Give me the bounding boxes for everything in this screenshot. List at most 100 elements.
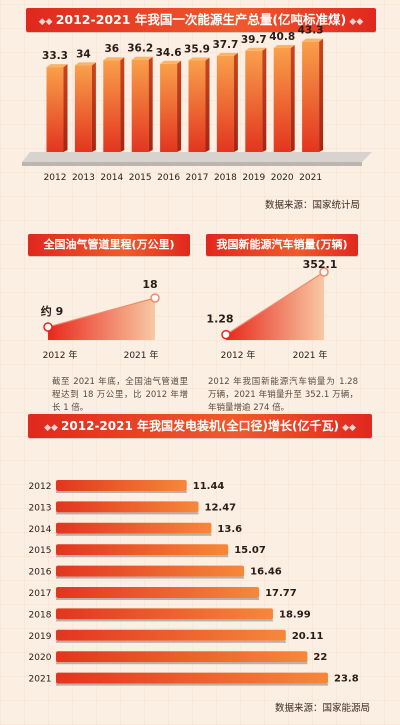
- pipeline-area-chart: 约 9 18 2012 年 2021 年: [41, 278, 160, 361]
- data-label: 352.1: [303, 258, 338, 271]
- y-tick-label: 2014: [29, 525, 52, 535]
- x-tick-label: 2015: [129, 173, 152, 183]
- bar-value-label: 33.3: [42, 50, 68, 62]
- x-tick-label: 2014: [100, 173, 123, 183]
- hbar-2015: [56, 544, 229, 556]
- energy-bar-chart: 33.3 2012 34 2013 36 2014 36.2 2015 34.6 2016 35.9…: [22, 25, 372, 183]
- hbar-shadow: [56, 662, 308, 665]
- hbar-2021: [56, 672, 328, 684]
- energy-source: 数据来源：国家统计局: [264, 200, 360, 211]
- hbar-shadow: [56, 683, 328, 686]
- bar-top-2015: [131, 56, 153, 60]
- hbar-value-label: 12.47: [205, 502, 237, 513]
- x-tick-label: 2019: [242, 173, 265, 183]
- hbar-2013: [56, 501, 199, 513]
- hbar-shadow: [56, 555, 229, 558]
- x-tick-label: 2016: [157, 173, 180, 183]
- hbar-2019: [56, 629, 286, 641]
- y-tick-label: 2018: [29, 610, 52, 620]
- y-tick-label: 2013: [29, 503, 52, 513]
- x-tick-label: 2021 年: [124, 349, 159, 361]
- bar-2019: [245, 50, 263, 153]
- hbar-value-label: 20.11: [292, 631, 324, 642]
- bar-value-label: 34.6: [156, 47, 182, 59]
- bar-side-2015: [148, 56, 153, 152]
- power-source: 数据来源：国家能源局: [274, 703, 370, 714]
- bar-value-label: 37.7: [212, 39, 238, 51]
- hbar-value-label: 15.07: [234, 545, 266, 556]
- energy-chart-title: ◆◆ 2012-2021 年我国一次能源生产总量(亿吨标准煤) ◆◆: [26, 8, 376, 32]
- data-point: [319, 267, 329, 277]
- hbar-value-label: 22: [313, 652, 327, 663]
- hbar-shadow: [56, 598, 260, 600]
- bar-side-2016: [177, 60, 182, 153]
- bar-value-label: 34: [76, 48, 91, 60]
- bar-side-2021: [319, 38, 324, 152]
- bar-top-2013: [74, 62, 96, 66]
- data-label: 18: [142, 278, 157, 291]
- bar-2021: [302, 41, 320, 152]
- data-point: [221, 329, 231, 340]
- title-decoration-right: ◆◆: [346, 17, 364, 27]
- x-tick-label: 2018: [214, 173, 237, 183]
- nev-note: 2012 年我国新能源汽车销量为 1.28 万辆，2021 年销量升至 352.…: [208, 377, 358, 413]
- bar-top-2019: [245, 47, 267, 51]
- hbar-shadow: [56, 640, 286, 643]
- data-point: [43, 322, 53, 332]
- x-tick-label: 2013: [72, 173, 95, 183]
- hbar-shadow: [56, 512, 199, 515]
- nev-area-chart: 1.28 352.1 2012 年 2021 年: [206, 258, 338, 361]
- y-tick-label: 2017: [29, 589, 52, 599]
- bar-side-2019: [262, 47, 267, 153]
- chart-floor-edge: [22, 162, 362, 166]
- hbar-2018: [56, 608, 274, 620]
- bar-side-2017: [205, 57, 210, 152]
- bar-2020: [273, 48, 291, 153]
- title-decoration-left: ◆◆: [44, 423, 62, 433]
- hbar-shadow: [56, 491, 187, 493]
- bar-side-2014: [120, 57, 125, 153]
- data-label: 1.28: [206, 313, 233, 326]
- bar-2015: [131, 59, 149, 152]
- area-line: [225, 271, 325, 336]
- area-fill: [48, 298, 155, 340]
- bar-side-2013: [91, 62, 96, 152]
- y-tick-label: 2021: [29, 675, 52, 685]
- hbar-2012: [56, 480, 187, 491]
- y-tick-label: 2020: [29, 653, 52, 663]
- y-tick-label: 2012: [29, 482, 52, 492]
- bar-side-2012: [63, 64, 68, 152]
- hbar-2016: [56, 565, 245, 577]
- bar-2014: [103, 60, 121, 153]
- hbar-value-label: 18.99: [279, 609, 311, 620]
- hbar-2020: [56, 651, 308, 663]
- hbar-shadow: [56, 533, 212, 536]
- y-tick-label: 2019: [29, 632, 52, 642]
- bar-2016: [160, 63, 178, 153]
- hbar-value-label: 11.44: [193, 481, 225, 492]
- chart-floor: [22, 152, 372, 162]
- x-tick-label: 2021: [299, 173, 322, 183]
- bar-top-2021: [302, 38, 324, 42]
- bar-top-2020: [273, 45, 295, 49]
- bar-side-2020: [290, 45, 295, 153]
- bar-top-2017: [188, 57, 210, 61]
- x-tick-label: 2012: [44, 173, 67, 183]
- hbar-value-label: 17.77: [265, 588, 297, 599]
- hbar-shadow: [56, 619, 274, 622]
- bar-2012: [46, 67, 64, 152]
- x-tick-label: 2020: [271, 173, 294, 183]
- bar-2017: [188, 60, 206, 152]
- bar-top-2014: [103, 57, 125, 61]
- area-line: [47, 297, 156, 328]
- y-tick-label: 2015: [29, 546, 52, 556]
- bar-value-label: 36: [104, 43, 119, 55]
- bar-value-label: 43.3: [298, 25, 324, 37]
- hbar-value-label: 23.8: [334, 674, 359, 685]
- data-label: 约 9: [41, 304, 63, 318]
- power-hbar-chart: 2012 11.44 2013 12.47 2014 13.6 2015 15.07 2016 1…: [29, 480, 359, 686]
- bar-top-2018: [216, 52, 238, 56]
- bar-value-label: 39.7: [241, 34, 267, 46]
- title-decoration-left: ◆◆: [38, 17, 56, 27]
- pipeline-title-text: 全国油气管道里程(万公里): [43, 238, 175, 251]
